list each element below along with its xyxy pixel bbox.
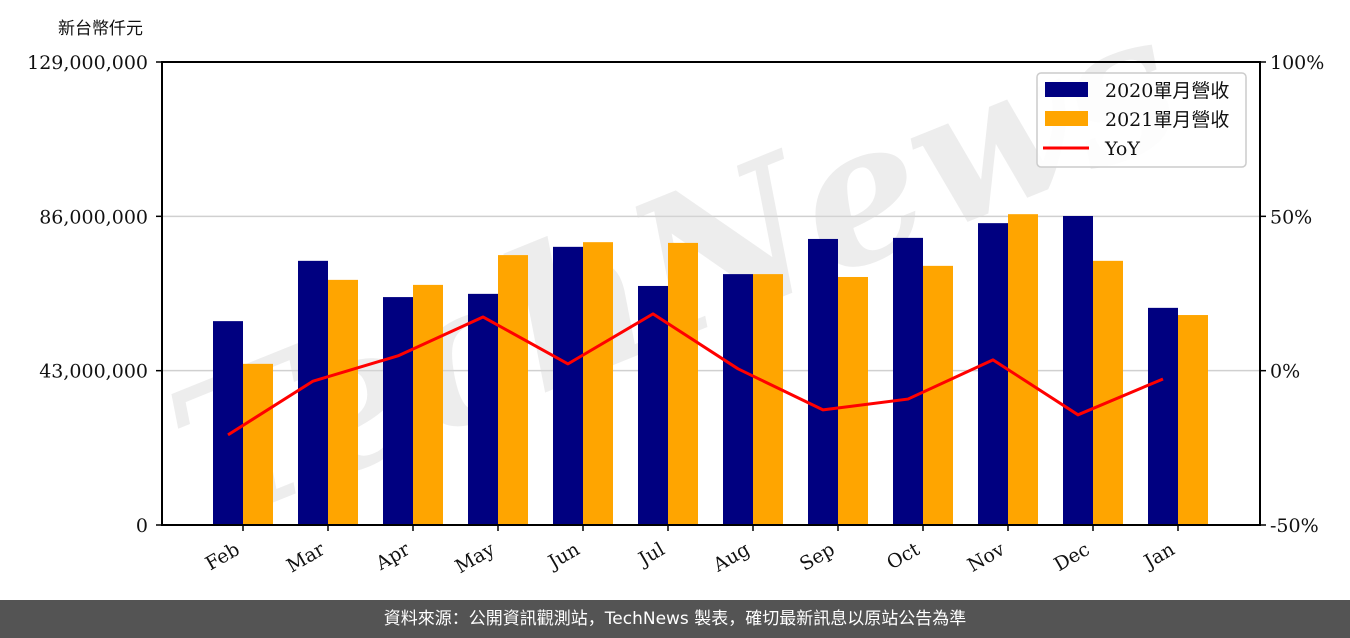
bar-2020 bbox=[1063, 215, 1093, 525]
bar-2020 bbox=[893, 237, 923, 525]
yoy-line bbox=[227, 312, 1164, 437]
bar-2020 bbox=[213, 321, 243, 525]
plot-frame bbox=[161, 61, 1261, 526]
bar-2021 bbox=[328, 279, 358, 525]
y-tick-label: 129,000,000 bbox=[27, 52, 148, 74]
x-tick-label: Sep bbox=[796, 538, 839, 575]
y-tick-label: 43,000,000 bbox=[39, 361, 148, 383]
y-axis-unit-label: 新台幣仟元 bbox=[58, 19, 143, 39]
y-tick-label: 86,000,000 bbox=[39, 206, 148, 228]
bar-2020 bbox=[638, 285, 668, 525]
bar-2020 bbox=[978, 223, 1008, 525]
bar-2021 bbox=[413, 284, 443, 525]
y-tick-label: 0 bbox=[136, 515, 148, 537]
bar-2020 bbox=[468, 293, 498, 525]
bar-2021 bbox=[1178, 315, 1208, 525]
bar-2021 bbox=[923, 265, 953, 525]
legend-swatch-2021 bbox=[1045, 111, 1088, 126]
bar-2020 bbox=[1148, 307, 1178, 525]
bar-2020 bbox=[383, 297, 413, 525]
legend-label-yoy: YoY bbox=[1104, 138, 1140, 160]
bar-2021 bbox=[243, 363, 273, 525]
y2-tick-label: 100% bbox=[1270, 52, 1324, 74]
x-tick-label: Apr bbox=[371, 538, 414, 575]
bar-2021 bbox=[1008, 214, 1038, 525]
legend-label-2021: 2021單月營收 bbox=[1105, 109, 1229, 131]
bar-2021 bbox=[1093, 260, 1123, 525]
legend-label-2020: 2020單月營收 bbox=[1105, 80, 1229, 102]
bar-2020 bbox=[723, 274, 753, 525]
x-tick-label: Jun bbox=[543, 538, 584, 574]
y2-tick-label: 50% bbox=[1270, 206, 1312, 228]
bar-2021 bbox=[838, 276, 868, 525]
bar-2021 bbox=[498, 255, 528, 525]
x-tick-label: Dec bbox=[1050, 538, 1093, 576]
x-tick-label: Jan bbox=[1139, 538, 1179, 574]
bar-2021 bbox=[583, 242, 613, 526]
bar-2021 bbox=[668, 242, 698, 526]
bar-2020 bbox=[553, 246, 583, 526]
x-tick-label: May bbox=[452, 538, 499, 578]
y2-tick-label: -50% bbox=[1270, 515, 1319, 537]
y2-tick-label: 0% bbox=[1270, 361, 1300, 383]
revenue-chart: TechNews043,000,00086,000,000129,000,000… bbox=[27, 0, 1324, 578]
legend-box bbox=[1036, 72, 1247, 168]
source-footer: 資料來源：公開資訊觀測站，TechNews 製表，確切最新訊息以原站公告為準 bbox=[0, 600, 1350, 638]
x-tick-label: Oct bbox=[883, 538, 924, 574]
bar-2020 bbox=[808, 238, 838, 526]
bar-2020 bbox=[298, 260, 328, 525]
x-tick-label: Aug bbox=[709, 538, 754, 577]
x-tick-label: Jul bbox=[633, 538, 668, 571]
x-tick-label: Nov bbox=[964, 538, 1009, 577]
bar-2021 bbox=[753, 274, 783, 525]
legend-swatch-2020 bbox=[1045, 82, 1088, 97]
